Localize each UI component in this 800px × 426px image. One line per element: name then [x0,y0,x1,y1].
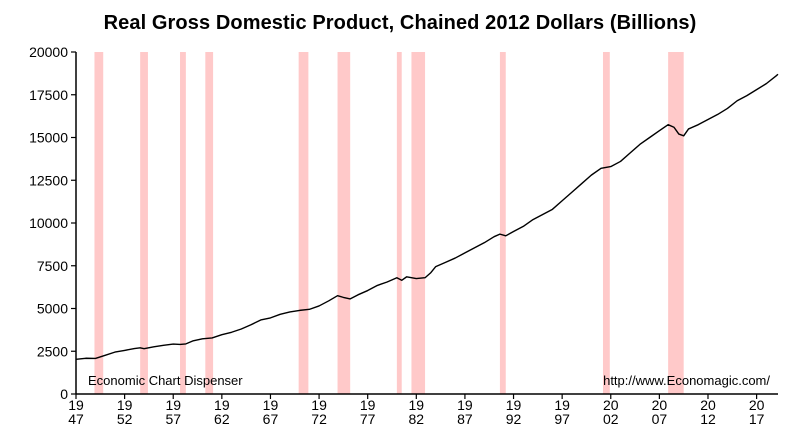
recession-band-6 [337,52,351,394]
x-tick-label-year: 87 [457,411,473,426]
recession-band-9 [499,52,506,394]
source-note-left: Economic Chart Dispenser [88,373,243,388]
y-tick-label: 20000 [29,44,68,60]
recession-band-2 [140,52,148,394]
y-tick-label: 12500 [29,172,68,188]
gdp-series-line [75,73,779,360]
y-tick-label: 10000 [29,215,68,231]
y-tick-label: 2500 [37,343,68,359]
x-tick-label-century: 19 [409,397,425,413]
recession-band-5 [298,52,309,394]
recession-band-11 [668,52,684,394]
x-tick-label-year: 12 [700,411,716,426]
chart-title: Real Gross Domestic Product, Chained 201… [103,12,697,34]
y-tick-label: 15000 [29,130,68,146]
x-tick-label-century: 19 [311,397,327,413]
x-tick-label-century: 19 [117,397,133,413]
x-tick-label-year: 02 [603,411,619,426]
recession-band-8 [411,52,426,394]
recession-band-1 [94,52,104,394]
x-tick-label-century: 19 [457,397,473,413]
x-tick-label-year: 47 [68,411,84,426]
y-tick-label: 0 [60,386,68,402]
x-tick-label-century: 19 [214,397,230,413]
x-tick-label-century: 20 [603,397,619,413]
recession-band-3 [180,52,186,394]
y-axis-ticks: 0 2500 5000 7500 10000 12500 15000 17500 20000 [29,44,76,402]
x-tick-label-year: 17 [749,411,765,426]
recession-band-10 [602,52,610,394]
x-tick-label-year: 07 [652,411,668,426]
x-tick-label-year: 92 [506,411,522,426]
x-tick-label-century: 19 [506,397,522,413]
y-tick-label: 7500 [37,258,68,274]
x-axis-ticks: 1947195219571962196719721977198219871992… [68,394,765,426]
recession-band-4 [205,52,214,394]
x-tick-label-century: 19 [165,397,181,413]
x-tick-label-century: 19 [554,397,570,413]
x-tick-label-year: 77 [360,411,376,426]
x-tick-label-century: 20 [652,397,668,413]
x-tick-label-year: 62 [214,411,230,426]
x-tick-label-year: 57 [165,411,181,426]
y-tick-label: 5000 [37,301,68,317]
x-tick-label-century: 19 [263,397,279,413]
x-tick-label-century: 19 [68,397,84,413]
x-tick-label-century: 20 [700,397,716,413]
x-tick-label-year: 97 [554,411,570,426]
x-tick-label-year: 52 [117,411,133,426]
recession-band-7 [396,52,402,394]
recession-bands [94,52,684,394]
source-note-right: http://www.Economagic.com/ [603,373,770,388]
y-tick-label: 17500 [29,87,68,103]
x-tick-label-century: 20 [749,397,765,413]
x-tick-label-year: 82 [409,411,425,426]
x-tick-label-year: 67 [263,411,279,426]
x-tick-label-year: 72 [311,411,327,426]
x-tick-label-century: 19 [360,397,376,413]
